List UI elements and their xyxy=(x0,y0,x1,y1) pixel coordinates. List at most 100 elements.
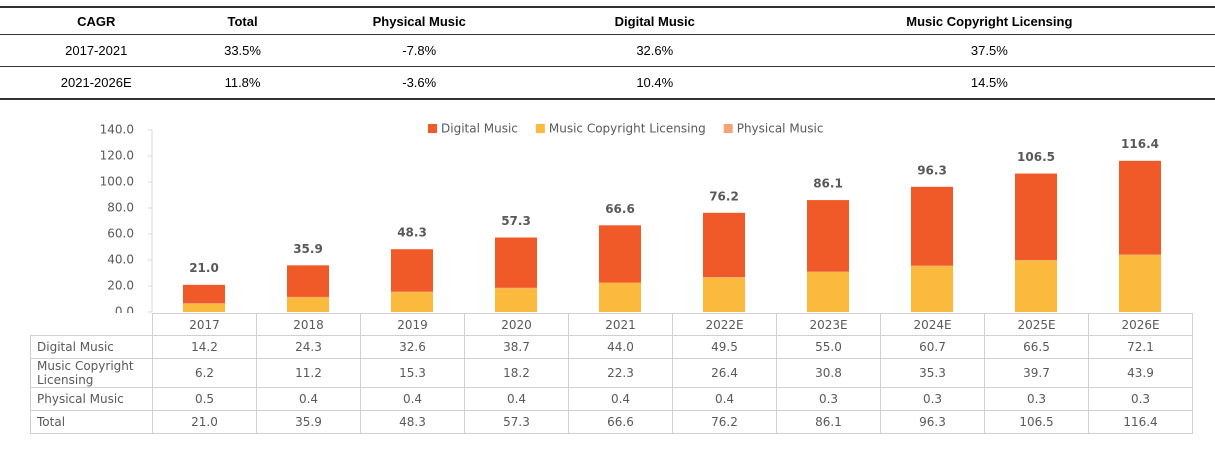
column-header: Physical Music xyxy=(292,6,546,35)
row-header: Digital Music xyxy=(30,335,153,359)
y-tick-label: 40.0 xyxy=(107,253,134,267)
x-tick-label: 2022E xyxy=(672,313,777,336)
bar-segment xyxy=(183,303,225,312)
bar-segment xyxy=(391,292,433,312)
bar-segment xyxy=(391,249,433,292)
y-tick-label: 120.0 xyxy=(100,149,134,163)
total-label: 76.2 xyxy=(709,189,739,203)
bar-segment xyxy=(1119,160,1161,255)
x-tick-label: 2026E xyxy=(1088,313,1193,336)
table-cell: 11.8% xyxy=(192,66,293,100)
table-cell: 66.6 xyxy=(568,410,673,434)
table-cell: 18.2 xyxy=(464,358,569,388)
y-tick-label: 140.0 xyxy=(100,123,134,137)
table-cell: 72.1 xyxy=(1088,335,1193,359)
table-cell: 10.4% xyxy=(545,66,764,100)
total-label: 116.4 xyxy=(1121,137,1159,151)
total-label: 48.3 xyxy=(397,226,427,240)
table-cell: 22.3 xyxy=(568,358,673,388)
table-cell: 43.9 xyxy=(1088,358,1193,388)
table-cell: 32.6 xyxy=(360,335,465,359)
y-tick-label: 20.0 xyxy=(107,279,134,293)
column-header: Digital Music xyxy=(545,6,764,35)
bar-segment xyxy=(1015,260,1057,312)
table-cell: 2017-2021 xyxy=(0,34,193,67)
table-cell: 21.0 xyxy=(152,410,257,434)
bar-segment xyxy=(1015,173,1057,260)
bar-segment xyxy=(807,271,849,312)
bar-segment xyxy=(287,296,329,298)
table-cell: 0.4 xyxy=(256,387,361,411)
cagr-table: CAGR Total Physical Music Digital Music Musi… xyxy=(0,6,1215,100)
bar-segment xyxy=(599,282,641,284)
y-tick-label: 80.0 xyxy=(107,201,134,215)
column-header: CAGR xyxy=(0,6,193,35)
bar-segment xyxy=(287,265,329,297)
table-cell: 55.0 xyxy=(776,335,881,359)
total-label: 66.6 xyxy=(605,202,635,216)
total-label: 86.1 xyxy=(813,177,843,191)
table-cell: 48.3 xyxy=(360,410,465,434)
bar-segment xyxy=(911,186,953,266)
x-tick-label: 2021 xyxy=(568,313,673,336)
table-cell: 26.4 xyxy=(672,358,777,388)
table-row: Digital Music 14.2 24.3 32.6 38.7 44.0 49.5 55.… xyxy=(30,335,1193,359)
table-cell: 96.3 xyxy=(880,410,985,434)
table-cell: 37.5% xyxy=(763,34,1215,67)
bar-segment xyxy=(703,277,745,312)
bar-segment xyxy=(703,277,745,278)
total-label: 35.9 xyxy=(293,242,323,256)
table-row: 2017 2018 2019 2020 2021 2022E 2023E 2024E 2025E… xyxy=(30,313,1193,336)
column-header: Total xyxy=(192,6,293,35)
x-tick-label: 2023E xyxy=(776,313,881,336)
total-label: 96.3 xyxy=(917,163,947,177)
y-tick-label: 100.0 xyxy=(100,175,134,189)
table-cell: 0.5 xyxy=(152,387,257,411)
total-label: 106.5 xyxy=(1017,150,1055,164)
table-cell: 0.3 xyxy=(880,387,985,411)
x-tick-label: 2020 xyxy=(464,313,569,336)
x-tick-label: 2017 xyxy=(152,313,257,336)
legend-swatch xyxy=(428,124,437,133)
table-cell: 76.2 xyxy=(672,410,777,434)
bar-segment xyxy=(495,287,537,289)
table-row: Total 21.0 35.9 48.3 57.3 66.6 76.2 86.1 96.3 106… xyxy=(30,410,1193,434)
chart: 0.0 20.0 40.0 60.0 80.0 100.0 120.0 140.0 Digita… xyxy=(100,122,1161,314)
table-cell: 15.3 xyxy=(360,358,465,388)
data-table: 2017 2018 2019 2020 2021 2022E 2023E 2024E 2025E… xyxy=(30,313,1193,434)
bar-segment xyxy=(703,212,745,278)
x-tick-label: 2025E xyxy=(984,313,1089,336)
bar-segment xyxy=(183,303,225,304)
bar-segment xyxy=(1119,254,1161,312)
table-cell: 14.5% xyxy=(763,66,1215,100)
table-cell: 38.7 xyxy=(464,335,569,359)
table-cell: 33.5% xyxy=(192,34,293,67)
bar-segment xyxy=(183,284,225,304)
y-tick-label: 0.0 xyxy=(115,305,134,314)
column-header: Music Copyright Licensing xyxy=(763,6,1215,35)
bar-segment xyxy=(599,225,641,283)
table-cell: 86.1 xyxy=(776,410,881,434)
table-cell: 49.5 xyxy=(672,335,777,359)
table-cell: 0.4 xyxy=(464,387,569,411)
total-label: 57.3 xyxy=(501,214,531,228)
legend-swatch xyxy=(535,124,545,133)
x-tick-label: 2018 xyxy=(256,313,361,336)
legend-swatch xyxy=(723,124,733,133)
legend-label: Physical Music xyxy=(737,122,824,136)
bar-segment xyxy=(807,200,849,272)
bar-segment xyxy=(911,266,953,312)
table-cell: 66.5 xyxy=(984,335,1089,359)
bar-segment xyxy=(495,288,537,312)
bar-segment xyxy=(287,297,329,312)
table-cell: 24.3 xyxy=(256,335,361,359)
row-header: Physical Music xyxy=(30,387,153,411)
legend-label: Digital Music xyxy=(441,122,518,136)
row-header: Total xyxy=(30,410,153,434)
table-cell: 57.3 xyxy=(464,410,569,434)
table-row: Music Copyright Licensing 6.2 11.2 15.3 18.2… xyxy=(30,358,1193,388)
table-cell: 106.5 xyxy=(984,410,1089,434)
x-tick-label: 2024E xyxy=(880,313,985,336)
bar-segment xyxy=(495,237,537,288)
